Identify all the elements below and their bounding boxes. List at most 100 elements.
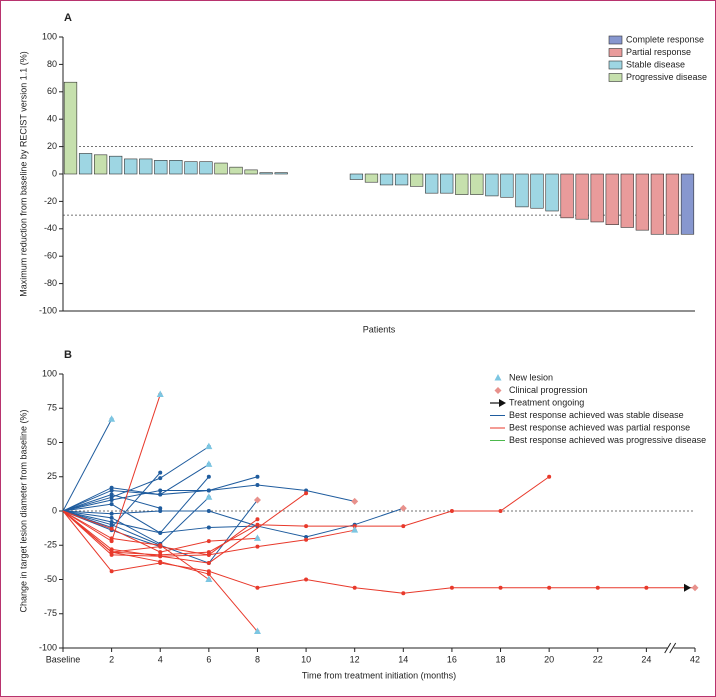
series-line [62,496,210,545]
bar [665,173,680,235]
x-tick-label: 4 [158,654,163,664]
bar [515,173,529,208]
data-point [109,498,114,503]
legend-label: Best response achieved was progressive d… [509,435,706,445]
bar [93,154,108,175]
x-tick-label: 16 [447,654,457,664]
x-tick-label: 24 [641,654,651,664]
series-line [62,510,695,594]
y-axis-label: Change in target lesion diameter from ba… [18,409,28,612]
triangle-marker [205,493,213,500]
legend-label: Stable disease [626,59,685,69]
data-point [109,492,114,497]
diamond-marker [351,497,359,505]
bar [650,173,665,235]
data-point [109,536,114,541]
data-point [595,585,600,590]
data-point [304,491,309,496]
data-point [158,543,163,548]
bar [244,169,258,175]
series-line [62,476,210,534]
data-point [547,474,552,479]
diamond-marker [253,496,261,504]
bar [184,161,198,175]
bar [530,173,544,209]
y-tick-label: 20 [47,141,57,151]
data-point [304,488,309,493]
y-tick-label: 40 [47,114,57,124]
bar [169,160,183,175]
arrow-marker [684,583,691,592]
data-point [644,585,649,590]
legend-swatch [608,60,623,70]
triangle-marker [108,415,116,422]
x-tick-label: 18 [496,654,506,664]
diamond-marker [399,504,407,512]
y-tick-label: -75 [44,608,57,618]
diamond-marker [691,584,699,592]
data-point [206,474,211,479]
x-tick-label: 8 [255,654,260,664]
data-point [158,506,163,511]
diamond-marker [494,387,502,394]
legend-label: Complete response [626,34,704,44]
series-line [62,446,210,512]
bar [545,173,559,212]
data-point [352,585,357,590]
series-line [62,463,210,512]
data-point [304,537,309,542]
y-tick-label: 25 [47,471,57,481]
bar [154,160,168,175]
x-tick-label: 22 [593,654,603,664]
data-point [304,524,309,529]
axis-break-gap [667,646,674,650]
bar [635,173,649,231]
data-point [206,488,211,493]
data-point [498,585,503,590]
bar [379,173,394,186]
data-point [109,495,114,500]
data-point [109,550,114,555]
y-tick-label: -50 [44,574,57,584]
triangle-marker [156,390,164,398]
bar [485,173,499,197]
data-point [109,519,114,524]
data-point [158,470,163,475]
legend-label: Partial response [626,47,691,57]
data-point [109,515,114,520]
data-point [158,476,163,481]
y-tick-label: 80 [47,59,57,69]
x-tick-label: 42 [690,654,700,664]
legend-swatch [608,73,623,82]
data-point [109,526,114,531]
data-point [158,492,163,497]
y-tick-label: 50 [47,437,57,447]
bar [259,172,273,175]
data-point [206,552,211,557]
y-tick-label: -60 [44,251,57,261]
triangle-marker [205,575,213,582]
legend-label: Treatment ongoing [509,397,584,407]
x-tick-label: Baseline [46,654,81,664]
data-point [206,572,211,577]
bar [590,173,604,223]
data-point [158,554,163,559]
legend-label: Progressive disease [626,72,707,82]
data-point [206,525,211,530]
x-tick-label: 2 [109,654,114,664]
bar [139,158,153,175]
triangle-marker [205,442,213,450]
series-line [62,510,210,580]
data-point [158,559,163,564]
y-tick-label: -20 [44,196,57,206]
y-tick-label: -100 [39,642,57,652]
data-point [255,482,260,487]
y-tick-label: -100 [39,305,57,315]
y-tick-label: 0 [52,505,57,515]
bar [470,173,484,195]
data-point [449,509,454,513]
data-point [109,539,114,544]
x-tick-label: 6 [206,654,211,664]
data-point [206,569,211,574]
